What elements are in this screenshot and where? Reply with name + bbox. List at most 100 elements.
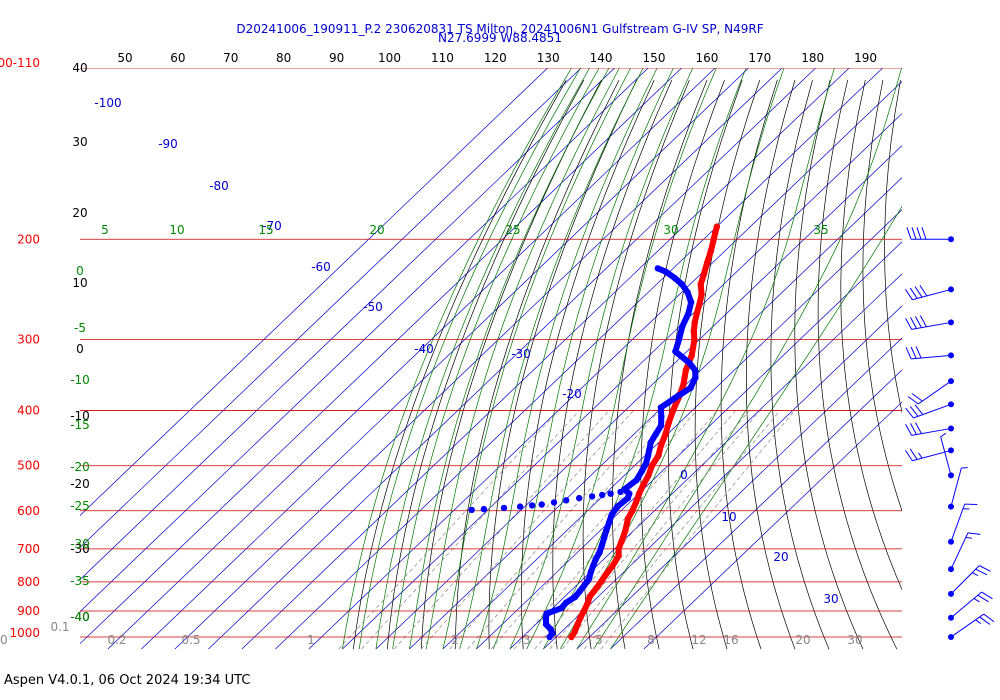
wind-barb <box>905 422 954 436</box>
mixing-ratio-label: 40 <box>0 633 8 647</box>
mixing-ratio-label: 2 <box>451 633 459 647</box>
data-point <box>568 633 575 641</box>
data-point <box>571 628 578 636</box>
isotherm-line <box>80 68 649 613</box>
data-point <box>587 569 594 576</box>
wind-barb-feather <box>909 448 918 460</box>
mixing-ratio-label: 1 <box>307 633 315 647</box>
wind-barb-half-feather <box>940 432 947 438</box>
wind-barb-feather <box>916 227 922 240</box>
wind-barb-shaft <box>950 591 982 619</box>
data-point <box>547 626 554 633</box>
data-point <box>609 562 616 570</box>
background-grid <box>80 68 1000 650</box>
data-point <box>635 490 643 497</box>
wind-barb-feather <box>904 449 913 462</box>
left-scale-label: -20 <box>70 477 90 491</box>
moist-adiabat-line <box>576 68 835 650</box>
wind-barb-shaft <box>950 613 985 638</box>
data-point <box>686 359 693 367</box>
wind-barb-shaft <box>950 503 966 542</box>
wind-barb-feather <box>911 227 917 240</box>
pressure-label: 100-110 <box>0 56 40 70</box>
data-point <box>468 506 475 514</box>
adiabat-label: 10 <box>169 223 184 237</box>
wind-barb-half-feather <box>975 619 981 624</box>
data-point <box>603 527 610 534</box>
mixing-ratio-line <box>467 410 676 650</box>
data-point <box>657 422 665 429</box>
data-point <box>618 538 625 545</box>
data-point <box>655 452 662 459</box>
data-point <box>687 299 695 306</box>
dry-adiabat-line <box>720 79 778 650</box>
data-point <box>584 599 592 606</box>
isotherm-line <box>610 369 902 650</box>
data-point <box>645 447 653 454</box>
wind-barb-feather <box>915 346 922 359</box>
data-point <box>657 404 665 411</box>
wind-barb-feather <box>905 424 913 436</box>
data-point <box>713 223 721 230</box>
data-point <box>693 310 700 317</box>
mixing-ratio-line <box>420 410 634 650</box>
isotherm-label: -50 <box>363 300 383 314</box>
isotherm-line <box>275 68 884 650</box>
data-point <box>647 439 654 446</box>
data-point <box>645 472 652 479</box>
data-point <box>563 497 570 504</box>
top-scale-label: 120 <box>484 51 507 65</box>
dry-adiabat-line <box>640 79 725 650</box>
data-point <box>669 407 677 414</box>
dry-adiabat-line <box>353 79 567 650</box>
mixing-ratio-line <box>549 410 750 650</box>
isotherm-line <box>643 401 902 650</box>
moist-adiabat-line <box>409 68 610 650</box>
dry-adiabat-line <box>420 79 602 650</box>
wind-barb-feather <box>909 287 918 299</box>
data-point <box>629 507 636 514</box>
top-scale-label: 60 <box>170 51 185 65</box>
data-point <box>692 367 699 374</box>
adiabat-label: 35 <box>813 223 828 237</box>
data-point <box>607 490 614 497</box>
footer-text: Aspen V4.0.1, 06 Oct 2024 19:34 UTC <box>4 673 251 688</box>
data-point <box>688 352 695 359</box>
series-1 <box>542 265 699 641</box>
data-point <box>528 502 536 509</box>
dry-adiabat-line <box>694 79 761 650</box>
data-point <box>662 430 669 438</box>
moist-adiabat-line <box>476 68 658 650</box>
left-scale-label: 0 <box>76 342 84 356</box>
isotherm-line <box>543 305 902 650</box>
adiabat-label: 25 <box>505 223 520 237</box>
moist-adiabat-line <box>526 68 717 650</box>
adiabat-label: 5 <box>101 223 109 237</box>
wind-barb-feather <box>983 613 995 622</box>
wind-barb-shaft <box>917 380 952 405</box>
top-scale-label: 160 <box>695 51 718 65</box>
wind-barb-shaft <box>950 565 980 595</box>
moist-adiabat-line <box>375 68 590 650</box>
wind-barb-feather <box>967 532 981 535</box>
data-point <box>672 394 679 402</box>
wind-barb-shaft <box>940 436 952 476</box>
mixing-ratio-label: 0.2 <box>107 633 126 647</box>
data-point <box>633 476 640 484</box>
wind-barb <box>948 467 968 510</box>
isotherm-line <box>80 68 582 549</box>
dry-adiabat-line <box>884 80 902 414</box>
dry-adiabat-line <box>947 80 1000 649</box>
data-point <box>596 549 603 556</box>
data-point <box>684 289 691 296</box>
wind-barb-feather <box>921 227 927 240</box>
data-point <box>648 462 656 469</box>
wind-barb-feather <box>910 317 917 329</box>
data-point <box>691 336 698 343</box>
top-scale-label: 50 <box>117 51 132 65</box>
data-point <box>652 430 659 438</box>
wind-barb <box>948 532 981 573</box>
mixing-ratio-line <box>584 410 781 650</box>
data-point <box>700 270 708 277</box>
dry-adiabat-line <box>817 80 898 650</box>
